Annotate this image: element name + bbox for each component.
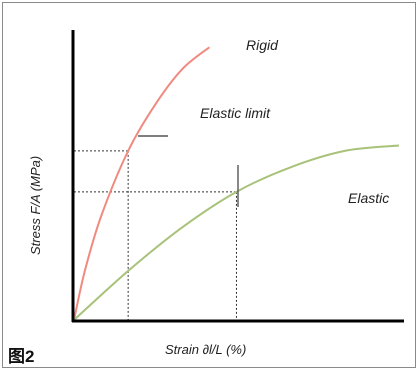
figure-number: 图2 (8, 347, 35, 366)
series-label-elastic: Elastic (348, 190, 389, 206)
series-line-rigid (73, 46, 211, 321)
series-line-elastic (73, 144, 400, 321)
y-axis-label: Stress F/A (MPa) (28, 156, 43, 255)
series-label-rigid: Rigid (246, 37, 279, 53)
x-axis-label: Strain ∂l/L (%) (165, 342, 246, 357)
annotation-elastic-limit: Elastic limit (200, 105, 271, 121)
figure-frame (2, 2, 416, 368)
